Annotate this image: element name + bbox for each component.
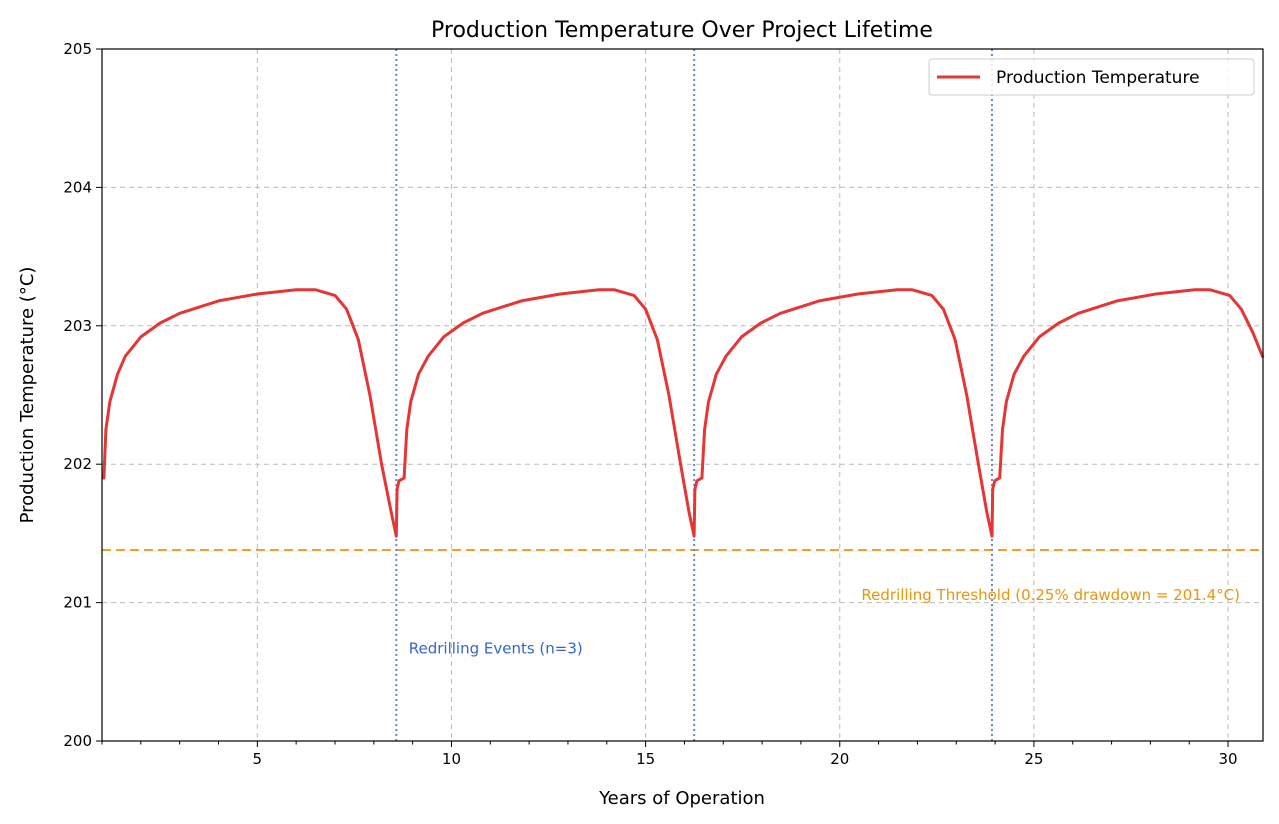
x-tick-label: 30: [1219, 750, 1238, 768]
x-tick-label: 5: [253, 750, 263, 768]
y-tick-label: 203: [63, 317, 92, 335]
ticks: 5 10 15 20 25 30 200 201 202 203 204 205: [63, 40, 1237, 768]
y-tick-label: 200: [63, 732, 92, 750]
y-tick-label: 202: [63, 455, 92, 473]
plot-frame: [101, 48, 1264, 742]
x-tick-label: 20: [830, 750, 849, 768]
y-tick-label: 205: [63, 40, 92, 58]
legend-box: [928, 58, 1255, 96]
threshold-label: Redrilling Threshold (0.25% drawdown = 2…: [861, 586, 1240, 604]
legend: Production Temperature: [928, 58, 1255, 96]
y-tick-label: 204: [63, 178, 92, 196]
grid: [102, 49, 1263, 741]
chart-title: Production Temperature Over Project Life…: [431, 18, 933, 43]
events-label: Redrilling Events (n=3): [409, 639, 583, 657]
x-axis-label: Years of Operation: [598, 788, 765, 809]
marks: [102, 49, 1265, 741]
y-axis-label: Production Temperature (°C): [17, 267, 38, 524]
x-tick-label: 25: [1024, 750, 1043, 768]
series-line-production-temperature: [102, 288, 1265, 538]
x-tick-label: 15: [636, 750, 655, 768]
x-tick-label: 10: [442, 750, 461, 768]
y-tick-label: 201: [63, 594, 92, 612]
legend-entry: Production Temperature: [996, 68, 1200, 88]
